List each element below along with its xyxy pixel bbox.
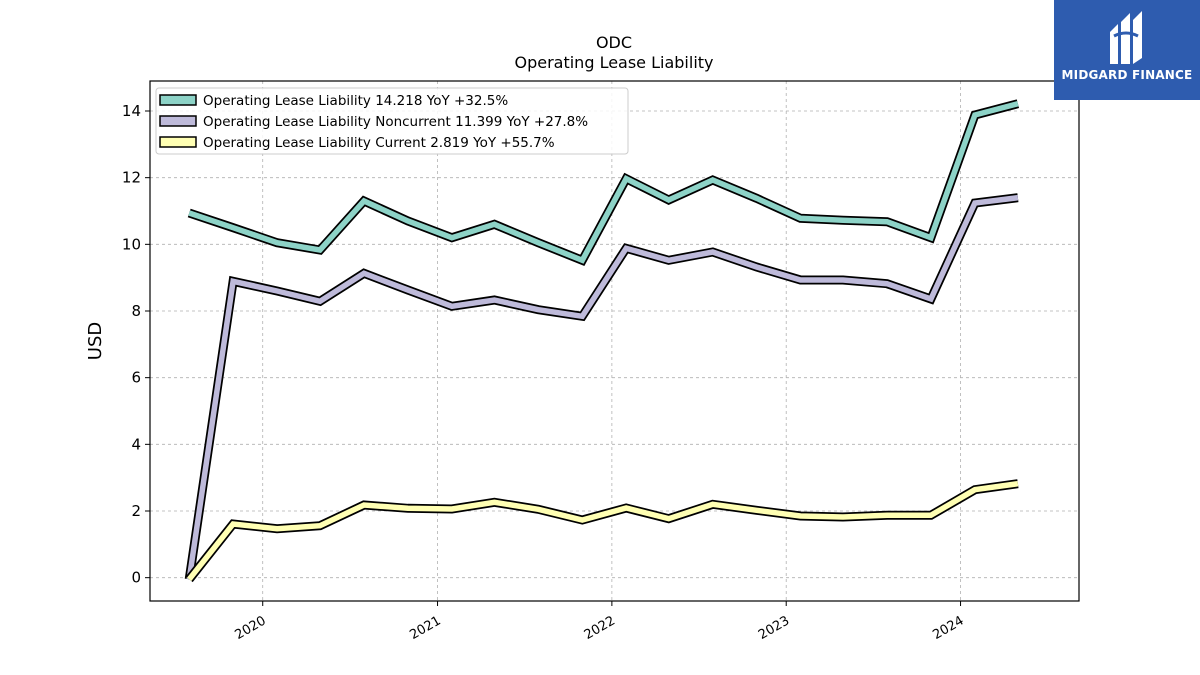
legend-swatch	[159, 94, 197, 106]
legend-entry: Operating Lease Liability Current 2.819 …	[203, 135, 555, 151]
logo-mark-icon	[1110, 11, 1142, 64]
plot-frame	[149, 80, 1080, 602]
y-tick-label: 2	[131, 502, 141, 520]
y-tick-label: 12	[122, 169, 141, 187]
y-tick-label: 14	[122, 102, 141, 120]
series-line-3	[185, 479, 1019, 583]
legend-swatch	[159, 115, 197, 127]
series-outline	[185, 479, 1019, 583]
x-axis: 2020 2021 2022 2023 2024	[233, 601, 967, 643]
chart-subtitle: Operating Lease Liability	[514, 53, 713, 72]
x-tick-label: 2020	[233, 613, 269, 643]
series-stroke	[187, 480, 1019, 582]
y-tick-label: 10	[122, 235, 141, 253]
series-stroke	[188, 101, 1019, 264]
x-tick-label: 2023	[756, 613, 792, 643]
legend-swatch	[159, 136, 197, 148]
series-stroke	[186, 194, 1019, 580]
legend-entry: Operating Lease Liability Noncurrent 11.…	[203, 114, 588, 130]
x-tick-label: 2022	[582, 613, 618, 643]
legend: Operating Lease Liability 14.218 YoY +32…	[155, 87, 629, 155]
y-tick-label: 6	[131, 369, 141, 387]
legend-box	[155, 87, 629, 155]
grid	[150, 81, 1079, 601]
x-tick-label: 2024	[930, 613, 966, 643]
midgard-finance-logo: MIDGARD FINANCE	[1054, 0, 1200, 100]
y-axis: 0 2 4 6 8 10 12 14	[122, 102, 150, 587]
logo-text: MIDGARD FINANCE	[1061, 68, 1193, 82]
series-line-1	[187, 99, 1020, 266]
y-axis-label: USD	[85, 322, 106, 360]
chart-title: ODC	[596, 33, 632, 52]
x-tick-label: 2021	[407, 613, 443, 643]
legend-entry: Operating Lease Liability 14.218 YoY +32…	[203, 93, 508, 109]
y-tick-label: 8	[131, 302, 141, 320]
series-line-2	[184, 193, 1019, 580]
y-tick-label: 0	[131, 569, 141, 587]
series-layer	[184, 99, 1020, 583]
y-tick-label: 4	[131, 435, 141, 453]
